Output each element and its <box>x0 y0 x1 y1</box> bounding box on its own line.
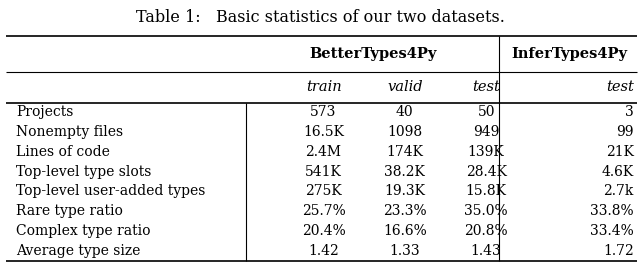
Text: valid: valid <box>387 80 422 94</box>
Text: Complex type ratio: Complex type ratio <box>16 224 150 238</box>
Text: 99: 99 <box>616 125 634 139</box>
Text: 2.4M: 2.4M <box>305 145 342 159</box>
Text: train: train <box>306 80 341 94</box>
Text: 1.43: 1.43 <box>471 244 502 258</box>
Text: 21K: 21K <box>605 145 634 159</box>
Text: 949: 949 <box>473 125 499 139</box>
Text: 40: 40 <box>396 106 413 119</box>
Text: 38.2K: 38.2K <box>385 165 425 179</box>
Text: 23.3%: 23.3% <box>383 204 427 218</box>
Text: 3: 3 <box>625 106 634 119</box>
Text: 35.0%: 35.0% <box>465 204 508 218</box>
Text: Rare type ratio: Rare type ratio <box>16 204 123 218</box>
Text: 25.7%: 25.7% <box>301 204 346 218</box>
Text: 50: 50 <box>477 106 495 119</box>
Text: BetterTypes4Py: BetterTypes4Py <box>309 47 436 61</box>
Text: 541K: 541K <box>305 165 342 179</box>
Text: 1.33: 1.33 <box>390 244 420 258</box>
Text: 139K: 139K <box>468 145 504 159</box>
Text: Table 1:   Basic statistics of our two datasets.: Table 1: Basic statistics of our two dat… <box>136 9 504 26</box>
Text: 33.8%: 33.8% <box>590 204 634 218</box>
Text: test: test <box>605 80 634 94</box>
Text: 4.6K: 4.6K <box>602 165 634 179</box>
Text: 16.6%: 16.6% <box>383 224 427 238</box>
Text: 20.4%: 20.4% <box>301 224 346 238</box>
Text: test: test <box>472 80 500 94</box>
Text: 15.8K: 15.8K <box>466 184 507 198</box>
Text: 33.4%: 33.4% <box>590 224 634 238</box>
Text: Nonempty files: Nonempty files <box>16 125 123 139</box>
Text: 2.7k: 2.7k <box>604 184 634 198</box>
Text: 573: 573 <box>310 106 337 119</box>
Text: 1098: 1098 <box>387 125 422 139</box>
Text: 16.5K: 16.5K <box>303 125 344 139</box>
Text: 20.8%: 20.8% <box>465 224 508 238</box>
Text: Top-level user-added types: Top-level user-added types <box>16 184 205 198</box>
Text: 1.72: 1.72 <box>603 244 634 258</box>
Text: 174K: 174K <box>387 145 423 159</box>
Text: 28.4K: 28.4K <box>466 165 507 179</box>
Text: Top-level type slots: Top-level type slots <box>16 165 152 179</box>
Text: 1.42: 1.42 <box>308 244 339 258</box>
Text: Projects: Projects <box>16 106 74 119</box>
Text: 19.3K: 19.3K <box>385 184 426 198</box>
Text: Average type size: Average type size <box>16 244 140 258</box>
Text: Lines of code: Lines of code <box>16 145 110 159</box>
Text: 275K: 275K <box>305 184 342 198</box>
Text: InferTypes4Py: InferTypes4Py <box>511 47 628 61</box>
